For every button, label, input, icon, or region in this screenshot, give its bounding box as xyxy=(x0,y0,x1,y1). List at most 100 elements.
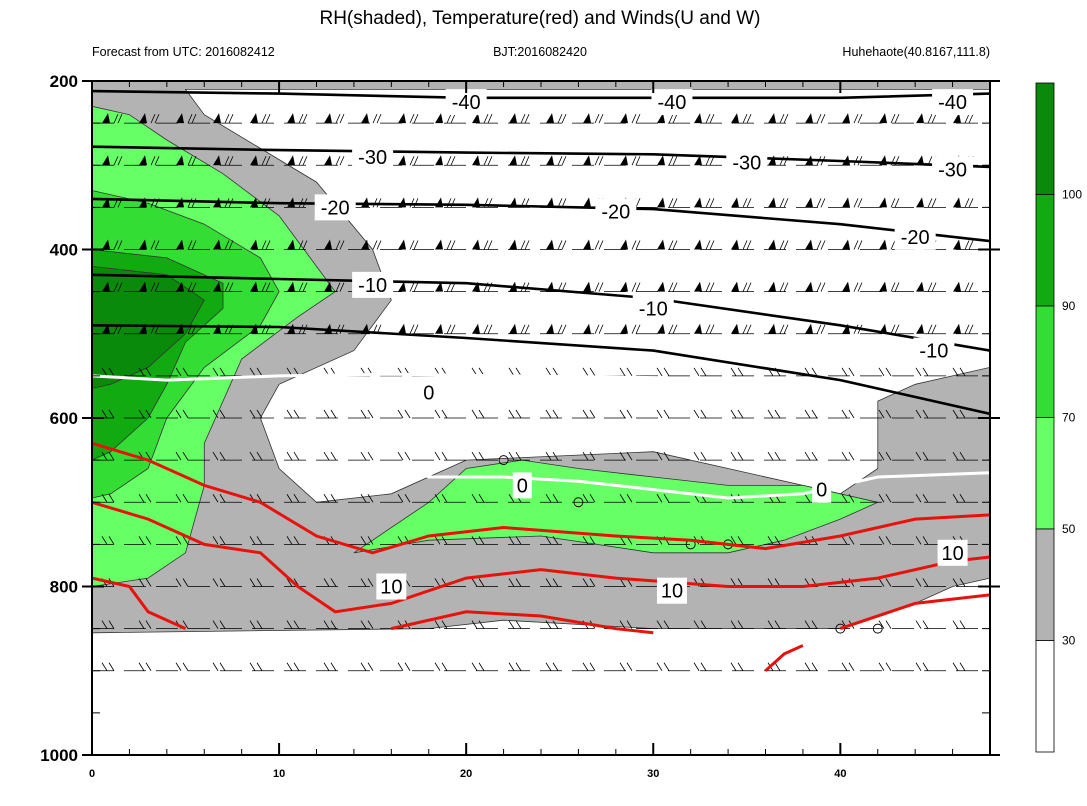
wind-barb xyxy=(101,367,108,377)
plot-area: -40 -40 -40 -30 -30 -30 -20 -20 -20 -10 -10 -10 0 0 0 1… xyxy=(92,81,990,755)
wind-barb xyxy=(668,240,674,250)
contour-label: -10 xyxy=(632,295,674,322)
wind-barb xyxy=(853,240,859,250)
temperature-contours xyxy=(92,89,990,672)
wind-barb xyxy=(330,578,337,587)
wind-barb xyxy=(287,113,295,124)
wind-barb xyxy=(848,494,855,503)
wind-barb xyxy=(783,156,789,166)
wind-barb xyxy=(293,620,300,629)
contour-label-text: 0 xyxy=(423,383,434,405)
wind-barb xyxy=(589,578,596,587)
wind-barb xyxy=(508,409,515,419)
wind-barb xyxy=(841,367,848,377)
wind-barb xyxy=(404,494,411,503)
wind-barb xyxy=(176,113,184,124)
wind-barb xyxy=(857,282,863,292)
wind-barb xyxy=(367,578,374,587)
wind-barb xyxy=(915,536,922,545)
wind-barb xyxy=(848,409,855,419)
wind-barb xyxy=(287,281,295,292)
wind-barb xyxy=(693,620,700,629)
wind-barb xyxy=(398,113,406,124)
wind-barb xyxy=(552,536,559,545)
wind-barb xyxy=(779,198,785,208)
wind-barb xyxy=(700,662,707,671)
contour-label-bg xyxy=(632,295,674,322)
wind-barb xyxy=(619,367,626,377)
wind-barb xyxy=(546,239,554,250)
wind-barb xyxy=(742,324,748,334)
wind-barb xyxy=(968,240,974,250)
wind-barb xyxy=(450,156,456,166)
contour-label-bg xyxy=(595,198,637,225)
wind-barb xyxy=(922,494,929,503)
wind-barb xyxy=(515,409,522,419)
wind-barb xyxy=(561,156,567,166)
wind-barb xyxy=(737,409,744,419)
wind-barb xyxy=(959,367,966,377)
wind-barb xyxy=(212,367,219,377)
wind-barb xyxy=(805,239,813,250)
wind-barb xyxy=(471,409,478,419)
wind-barb xyxy=(700,367,707,377)
wind-barb xyxy=(767,620,774,629)
wind-barb xyxy=(191,156,197,166)
wind-barb xyxy=(952,451,959,461)
wind-barb xyxy=(219,367,226,377)
wind-barb xyxy=(249,409,256,419)
wind-barb xyxy=(175,578,182,587)
wind-barb xyxy=(250,281,258,292)
colorbar: 30 50 70 90 100 xyxy=(1035,82,1082,753)
wind-barb xyxy=(397,451,404,461)
wind-barb xyxy=(293,536,300,545)
wind-barb xyxy=(953,113,961,124)
wind-barb xyxy=(952,494,959,503)
wind-barb xyxy=(783,324,789,334)
wind-barb xyxy=(117,282,123,292)
contour-label-bg xyxy=(932,156,974,183)
wind-barb xyxy=(404,451,411,461)
wind-barb xyxy=(557,240,563,250)
wind-barb xyxy=(108,494,115,503)
wind-barb xyxy=(705,156,711,166)
wind-barb xyxy=(841,451,848,461)
wind-barb xyxy=(108,409,115,419)
wind-barb xyxy=(286,578,293,587)
wind-barb xyxy=(360,620,367,629)
wind-barb xyxy=(113,282,119,292)
wind-barb xyxy=(820,113,826,124)
wind-barb xyxy=(959,578,966,587)
wind-barb xyxy=(709,240,715,250)
wind-barb xyxy=(487,113,493,124)
wind-barb xyxy=(219,451,226,461)
wind-barb xyxy=(367,536,374,545)
wind-barb xyxy=(265,156,271,166)
wind-barb xyxy=(620,155,628,166)
wind-barb xyxy=(620,323,628,334)
wind-barb xyxy=(635,240,641,250)
wind-barb xyxy=(746,198,752,208)
wind-barb xyxy=(709,324,715,334)
wind-barb xyxy=(663,451,670,461)
wind-barb xyxy=(298,156,304,166)
wind-barb xyxy=(582,367,589,377)
wind-barb xyxy=(657,281,665,292)
contour-label-bg xyxy=(314,194,356,221)
y-tick-label: 400 xyxy=(50,241,78,260)
wind-barb xyxy=(878,494,885,503)
wind-barb xyxy=(139,281,147,292)
wind-barb xyxy=(139,155,147,166)
wind-barb xyxy=(398,155,406,166)
wind-barb xyxy=(598,282,604,292)
wind-barb xyxy=(857,198,863,208)
contour-label: -40 xyxy=(932,89,974,116)
wind-barb xyxy=(811,451,818,461)
colorbar-bin xyxy=(1035,528,1055,641)
wind-barb xyxy=(302,282,308,292)
wind-barb xyxy=(187,156,193,166)
wind-barb xyxy=(968,324,974,334)
wind-barb xyxy=(561,240,567,250)
wind-barb xyxy=(413,240,419,250)
contour-label-bg xyxy=(445,89,487,116)
